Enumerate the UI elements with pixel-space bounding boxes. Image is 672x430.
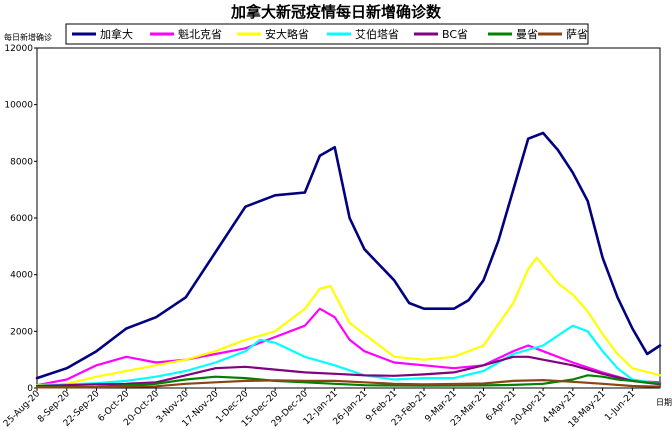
series-line <box>35 307 662 387</box>
x-tick-label: 25-Aug-20 <box>2 389 42 429</box>
series-line <box>35 131 662 380</box>
series-line <box>35 324 662 387</box>
y-tick-label: 8000 <box>10 157 33 167</box>
legend-entry: BC省 <box>442 28 468 41</box>
legend-entry: 魁北克省 <box>178 27 222 41</box>
x-tick-label: 1-Jun-21 <box>603 389 637 423</box>
series-line <box>35 374 662 389</box>
legend-entry: 艾伯塔省 <box>355 27 399 41</box>
legend-entry: 曼省 <box>516 28 538 41</box>
series-line <box>35 256 662 387</box>
legend: 加拿大 魁北克省 安大略省 艾伯塔省 BC省 曼省 萨省 <box>65 23 589 45</box>
legend-entry: 安大略省 <box>265 27 309 41</box>
y-tick-label: 0 <box>27 384 33 394</box>
series-line <box>35 379 662 389</box>
y-tick-label: 4000 <box>10 271 33 281</box>
x-axis: 25-Aug-208-Sep-2022-Sep-206-Oct-2020-Oct… <box>2 388 637 430</box>
y-axis-label: 每日新增确诊 <box>4 32 52 42</box>
legend-entry: 加拿大 <box>100 27 133 41</box>
legend-entry: 萨省 <box>566 28 588 41</box>
y-tick-label: 12000 <box>4 44 33 54</box>
y-axis: 0 2000 4000 6000 8000 10000 12000 <box>4 44 37 394</box>
y-tick-label: 10000 <box>4 101 33 111</box>
chart-title: 加拿大新冠疫情每日新增确诊数 <box>230 3 442 21</box>
y-tick-label: 2000 <box>10 327 33 337</box>
x-axis-label: 日期 <box>656 398 672 407</box>
series-layer <box>35 131 662 389</box>
y-tick-label: 6000 <box>10 214 33 224</box>
series-line <box>35 355 662 388</box>
